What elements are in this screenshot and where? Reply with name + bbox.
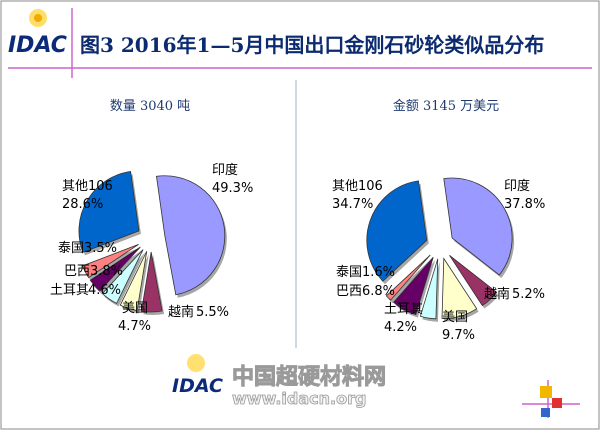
pie2-slice-3: [419, 258, 439, 320]
label2-india-name: 印度: [504, 178, 530, 194]
label2-turkey-value: 4.2%: [384, 320, 417, 335]
pie1-slice-0: [156, 175, 226, 296]
label-turkey-name: 土耳其: [50, 283, 89, 298]
label-usa-value: 4.7%: [118, 319, 151, 334]
pie-chart-quantity: [78, 171, 227, 315]
chart-2-labels: 印度 37.8% 越南 5.2% 美国 9.7% 土耳其 4.2% 巴西 6.8…: [332, 178, 545, 343]
label-thailand-value: 3.5%: [84, 241, 117, 256]
pie2-slice-5: [385, 254, 431, 301]
label2-thailand-name: 泰国: [336, 265, 362, 280]
label2-other-name: 其他106: [332, 179, 383, 194]
watermark-site-name: 中国超硬材料网: [232, 365, 386, 390]
label-other-name: 其他106: [62, 179, 113, 194]
watermark-sun-icon: [187, 354, 205, 372]
pie1-slice-4: [89, 246, 141, 292]
label2-india-value: 37.8%: [504, 197, 545, 212]
pie1-slice-5: [82, 244, 139, 279]
label-india-name: 印度: [212, 162, 238, 178]
pie-chart-amount: [366, 177, 515, 322]
chart-2-title: 金额 3145 万美元: [393, 98, 499, 114]
header-logo: IDAC: [8, 9, 67, 58]
pie2-slice-4: [393, 256, 434, 316]
pie1-slice-1: [141, 251, 163, 313]
label-vietnam-value: 5.5%: [196, 305, 229, 320]
label2-other-value: 34.7%: [332, 197, 373, 212]
label-thailand-name: 泰国: [58, 241, 84, 256]
watermark-logo-text: IDAC: [172, 375, 223, 397]
pie2-slice-2: [441, 257, 478, 319]
logo-sun-core-icon: [34, 14, 42, 22]
page-title: 图3 2016年1—5月中国出口金刚石砂轮类似品分布: [80, 33, 544, 57]
label-other-value: 28.6%: [62, 197, 103, 212]
pie2-slice-6: [366, 180, 428, 282]
pie1-slice-6: [78, 171, 140, 253]
pie2-slice-1: [449, 254, 498, 307]
label-vietnam-name: 越南: [168, 304, 194, 320]
label2-usa-name: 美国: [442, 310, 468, 325]
chart-1-labels: 印度 49.3% 越南 5.5% 美国 4.7% 土耳其 4.6% 巴西 3.8…: [50, 162, 253, 334]
chart-1-title: 数量 3040 吨: [110, 99, 190, 114]
corner-decoration-icon: [522, 380, 580, 418]
label2-thailand-value: 1.6%: [362, 265, 395, 280]
logo-text: IDAC: [8, 33, 67, 58]
label-usa-name: 美国: [122, 301, 148, 316]
pie2-slice-shadow-5: [388, 258, 433, 304]
watermark: IDAC 中国超硬材料网 www.idacn.org: [172, 354, 387, 408]
label-brazil-name: 巴西: [64, 264, 90, 279]
label-india-value: 49.3%: [212, 181, 253, 196]
label2-usa-value: 9.7%: [442, 328, 475, 343]
label2-vietnam-name: 越南: [484, 286, 510, 302]
label2-vietnam-value: 5.2%: [512, 287, 545, 302]
label2-turkey-name: 土耳其: [384, 302, 423, 317]
label-turkey-value: 4.6%: [88, 283, 121, 298]
label2-brazil-name: 巴西: [336, 284, 362, 299]
watermark-url: www.idacn.org: [232, 389, 366, 408]
pie1-slice-shadow-5: [84, 247, 141, 281]
pie2-slice-0: [443, 177, 513, 276]
label2-brazil-value: 6.8%: [362, 284, 395, 299]
label-brazil-value: 3.8%: [90, 264, 123, 279]
pie1-slice-2: [119, 251, 148, 312]
pie1-slice-3: [101, 249, 144, 304]
